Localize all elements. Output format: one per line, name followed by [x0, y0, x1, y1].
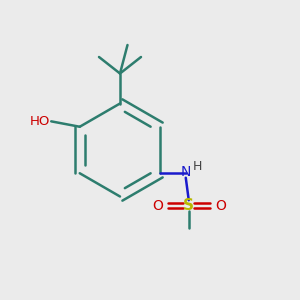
Text: HO: HO — [29, 115, 50, 128]
Text: S: S — [183, 198, 194, 213]
Text: O: O — [215, 199, 226, 213]
Text: O: O — [152, 199, 163, 213]
Text: N: N — [181, 165, 191, 179]
Text: H: H — [193, 160, 202, 173]
